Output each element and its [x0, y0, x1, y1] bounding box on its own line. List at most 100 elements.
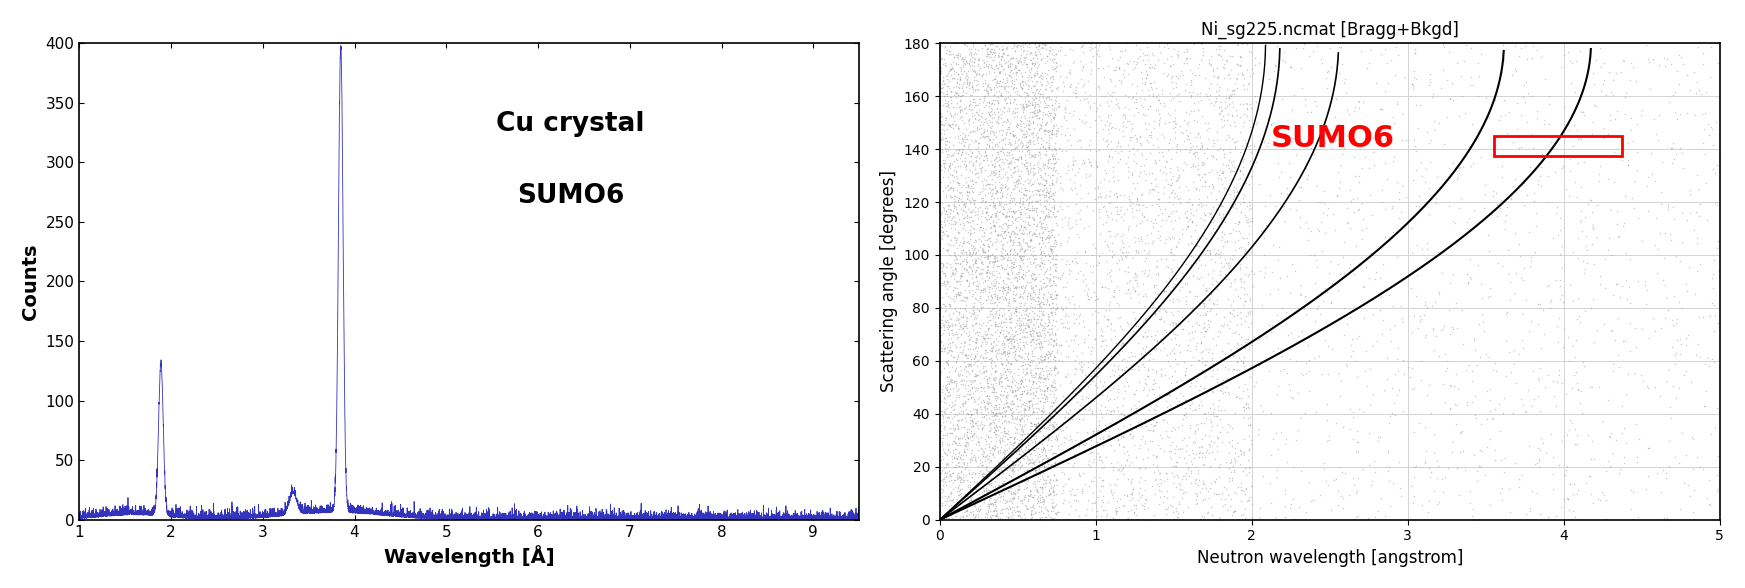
Point — [928, 411, 956, 420]
Point — [1098, 379, 1126, 388]
Point — [1026, 113, 1054, 122]
Point — [1204, 401, 1232, 410]
Point — [1136, 102, 1164, 111]
Point — [951, 495, 979, 504]
Point — [1572, 241, 1600, 250]
Point — [1044, 229, 1071, 238]
Point — [961, 456, 989, 465]
Point — [1670, 370, 1698, 380]
Point — [1105, 385, 1133, 394]
Point — [982, 496, 1010, 506]
Point — [1037, 244, 1064, 253]
Point — [1035, 191, 1063, 201]
Point — [1077, 122, 1105, 132]
Point — [1049, 391, 1077, 400]
Point — [1141, 155, 1169, 165]
Point — [1337, 312, 1365, 322]
Point — [998, 443, 1026, 452]
Point — [1686, 312, 1714, 322]
Point — [1037, 348, 1064, 358]
Point — [977, 134, 1005, 143]
Point — [944, 353, 972, 362]
Point — [1368, 105, 1396, 114]
Point — [1159, 320, 1187, 330]
Point — [1035, 337, 1063, 346]
Point — [1197, 288, 1225, 298]
Point — [1150, 497, 1178, 506]
Point — [1021, 479, 1049, 489]
Point — [972, 366, 1000, 375]
Point — [1230, 283, 1258, 292]
Point — [1187, 132, 1215, 142]
Point — [1141, 379, 1169, 388]
Point — [1040, 353, 1068, 362]
Point — [942, 119, 970, 129]
Point — [1031, 444, 1059, 453]
Point — [1031, 160, 1059, 169]
Point — [949, 213, 977, 223]
Point — [1075, 285, 1103, 294]
Point — [1075, 381, 1103, 390]
Point — [977, 456, 1005, 465]
Point — [993, 357, 1021, 366]
Point — [984, 511, 1012, 520]
Point — [1005, 90, 1033, 99]
Point — [995, 206, 1023, 216]
Point — [1208, 213, 1235, 222]
Point — [963, 342, 991, 352]
Point — [1021, 258, 1049, 267]
Point — [1024, 41, 1052, 51]
Point — [975, 59, 1003, 69]
Point — [1010, 404, 1038, 413]
Point — [935, 313, 963, 322]
Point — [1033, 188, 1061, 197]
Point — [1096, 479, 1124, 489]
Point — [967, 188, 995, 197]
Point — [1085, 111, 1113, 121]
Point — [932, 136, 960, 146]
Point — [967, 285, 995, 295]
Point — [1042, 362, 1070, 371]
Point — [1466, 445, 1494, 455]
Point — [1078, 376, 1106, 386]
Point — [960, 117, 988, 126]
Point — [1000, 207, 1028, 216]
Point — [1089, 433, 1117, 442]
Point — [991, 332, 1019, 342]
Point — [1145, 118, 1173, 128]
Point — [977, 455, 1005, 465]
Point — [975, 201, 1003, 210]
Point — [930, 422, 958, 431]
Point — [1190, 178, 1218, 187]
Point — [1054, 514, 1082, 524]
Point — [932, 140, 960, 149]
Point — [968, 257, 996, 266]
Point — [998, 286, 1026, 296]
Point — [995, 173, 1023, 183]
Point — [961, 144, 989, 153]
Point — [1003, 122, 1031, 132]
Point — [968, 82, 996, 91]
Point — [953, 258, 981, 267]
Point — [995, 56, 1023, 66]
Point — [1178, 304, 1206, 313]
Point — [1108, 408, 1136, 417]
Point — [1037, 108, 1064, 118]
Point — [1455, 81, 1483, 90]
Point — [995, 106, 1023, 115]
Point — [1030, 443, 1057, 453]
Point — [1033, 433, 1061, 442]
Point — [1436, 48, 1464, 57]
Point — [1654, 436, 1682, 446]
Point — [984, 98, 1012, 108]
Point — [975, 446, 1003, 455]
Point — [1024, 413, 1052, 423]
Point — [927, 426, 955, 436]
Point — [988, 91, 1016, 100]
Point — [1052, 168, 1080, 178]
Point — [928, 124, 956, 133]
Point — [946, 477, 974, 486]
Point — [1509, 276, 1537, 285]
Point — [1176, 138, 1204, 148]
Point — [930, 345, 958, 354]
